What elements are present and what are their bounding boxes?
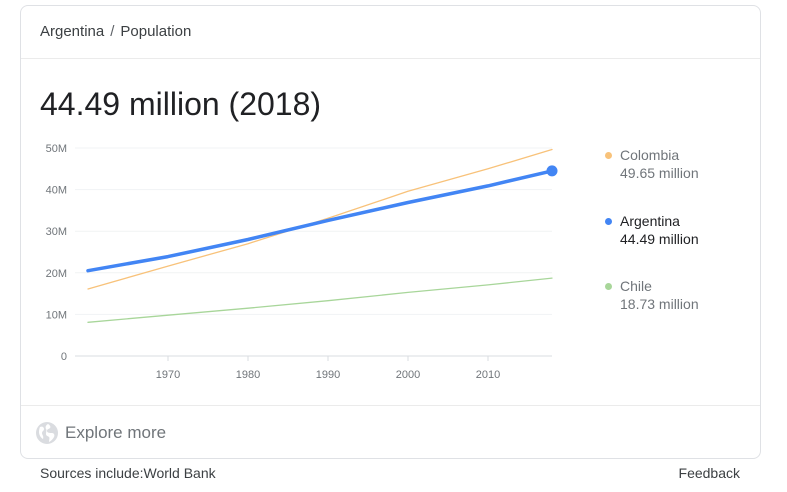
y-tick-label: 40M (46, 185, 67, 197)
card-footer: Explore more (21, 405, 760, 459)
globe-icon (36, 422, 58, 444)
y-tick-label: 0 (61, 351, 67, 363)
breadcrumb-separator: / (110, 23, 115, 40)
legend-value: 49.65 million (620, 165, 699, 181)
x-tick-label: 1980 (236, 369, 260, 381)
y-tick-label: 10M (46, 309, 67, 321)
x-axis-ticks: 1970 1980 1990 2000 2010 (156, 356, 500, 381)
breadcrumb-current: Population (120, 23, 192, 40)
y-tick-label: 50M (46, 143, 67, 155)
x-tick-label: 2010 (476, 369, 500, 381)
y-tick-label: 30M (46, 226, 67, 238)
chart-series (86, 148, 558, 323)
legend-name: Argentina (620, 213, 680, 229)
legend-value: 44.49 million (620, 231, 699, 247)
feedback-link[interactable]: Feedback (678, 465, 740, 481)
x-tick-label: 2000 (396, 369, 420, 381)
x-tick-label: 1990 (316, 369, 340, 381)
legend-name: Chile (620, 278, 652, 294)
sources-text: Sources include:World Bank (40, 465, 216, 481)
legend-dot-chile (605, 283, 612, 290)
series-endpoint-argentina[interactable] (546, 165, 558, 177)
x-tick-label: 1970 (156, 369, 180, 381)
series-line-chile (87, 277, 553, 323)
explore-more-label: Explore more (65, 423, 167, 442)
y-axis-ticks: 0 10M 20M 30M 40M 50M (46, 143, 67, 363)
legend-dot-argentina (605, 218, 612, 225)
legend-dot-colombia (605, 152, 612, 159)
series-line-argentina (86, 169, 554, 273)
explore-more-button[interactable]: Explore more (35, 420, 166, 446)
population-headline: 44.49 million (2018) (40, 86, 322, 122)
chart-gridlines (75, 147, 552, 357)
breadcrumb: Argentina / Population (21, 6, 760, 59)
y-tick-label: 20M (46, 268, 67, 280)
legend-value: 18.73 million (620, 296, 699, 312)
knowledge-card: Argentina / Population 44.49 million (2018… (20, 5, 761, 459)
breadcrumb-parent-link[interactable]: Argentina (40, 23, 105, 40)
series-line-colombia (87, 148, 553, 290)
legend-name: Colombia (620, 147, 680, 163)
